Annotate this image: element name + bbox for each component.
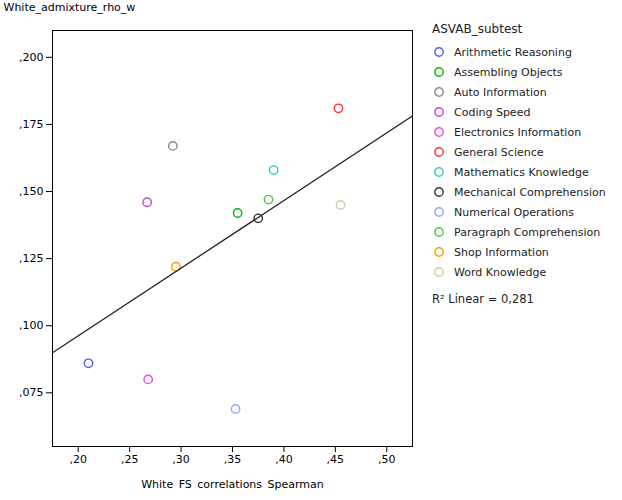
html-text:Shop Information: Shop Information [454, 245, 549, 259]
html-text:Mathematics Knowledge: Mathematics Knowledge [454, 165, 589, 179]
svg-text:,100: ,100 [19, 319, 44, 332]
svg-text:,25: ,25 [121, 453, 139, 466]
svg-text:,45: ,45 [327, 453, 345, 466]
svg-text:,150: ,150 [19, 185, 44, 198]
svg-text:,175: ,175 [19, 118, 44, 131]
svg-text:,35: ,35 [224, 453, 242, 466]
svg-text:,075: ,075 [19, 386, 44, 399]
html-text:Mechanical Comprehension: Mechanical Comprehension [454, 185, 606, 199]
html-text:Electronics Information: Electronics Information [454, 125, 582, 139]
html-text:Assembling Objects: Assembling Objects [454, 65, 563, 79]
svg-text:,30: ,30 [172, 453, 190, 466]
html-text:Auto Information: Auto Information [454, 85, 547, 99]
html-text:General Science: General Science [454, 145, 544, 159]
svg-text:,50: ,50 [378, 453, 396, 466]
html-text:Paragraph Comprehension: Paragraph Comprehension [454, 225, 601, 239]
html-text:ASVAB_subtest: ASVAB_subtest [432, 22, 523, 36]
html-text:Numerical Operations: Numerical Operations [454, 205, 575, 219]
html-text:Coding Speed: Coding Speed [454, 105, 531, 119]
html-text:Arithmetic Reasoning: Arithmetic Reasoning [454, 45, 572, 59]
svg-text:,20: ,20 [69, 453, 87, 466]
html-text:R² Linear = 0,281: R² Linear = 0,281 [432, 292, 534, 306]
html-text:Word Knowledge: Word Knowledge [454, 265, 547, 279]
svg-text:,125: ,125 [19, 252, 44, 265]
svg-text:,200: ,200 [19, 51, 44, 64]
svg-text:,40: ,40 [275, 453, 293, 466]
svg-text:White_FS_correlations_Spearman: White_FS_correlations_Spearman [141, 478, 324, 491]
svg-text:White_admixture_rho_w: White_admixture_rho_w [4, 1, 136, 14]
